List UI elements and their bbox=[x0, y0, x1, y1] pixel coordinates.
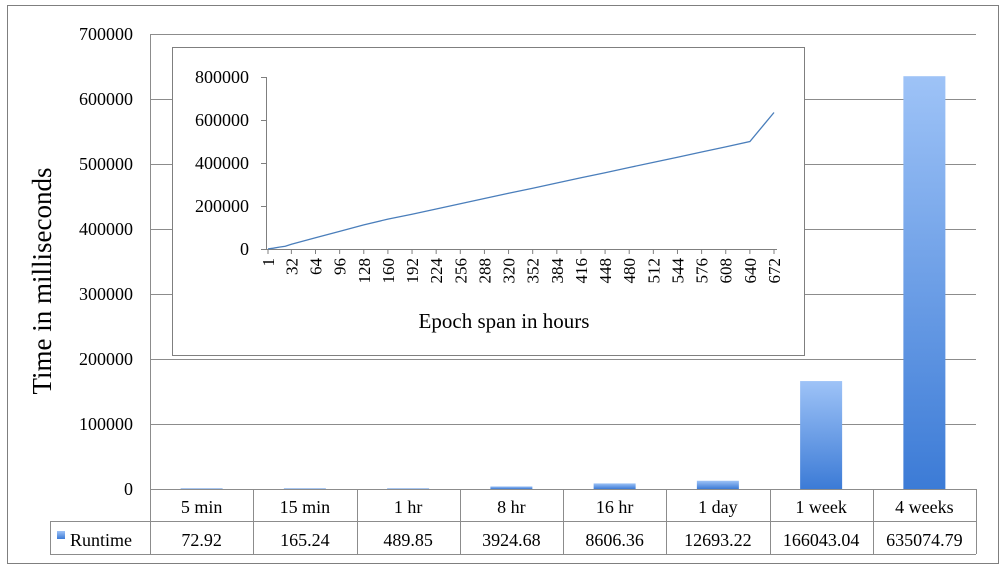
data-label-runtime: 8606.36 bbox=[585, 530, 644, 550]
bar-runtime bbox=[180, 488, 223, 489]
x-category-label: 5 min bbox=[181, 497, 223, 517]
bar-runtime bbox=[283, 488, 326, 489]
inset-y-tick-label: 0 bbox=[240, 239, 249, 259]
inset-x-tick-label: 672 bbox=[765, 258, 784, 284]
inset-x-tick-label: 64 bbox=[307, 258, 326, 276]
inset-x-tick-label: 288 bbox=[475, 258, 494, 284]
bar-runtime bbox=[490, 486, 533, 489]
data-table: 5 min 15 min 1 hr 8 hr 16 hr 1 day 1 week 4 wee… bbox=[50, 489, 977, 555]
y-tick-label: 500000 bbox=[79, 154, 133, 174]
data-label-runtime: 489.85 bbox=[383, 530, 433, 550]
data-label-runtime: 166043.04 bbox=[783, 530, 860, 550]
y-tick-label: 600000 bbox=[79, 89, 133, 109]
data-label-runtime: 72.92 bbox=[181, 530, 222, 550]
inset-x-tick-label: 1 bbox=[259, 258, 278, 267]
inset-x-tick-label: 224 bbox=[427, 258, 446, 284]
inset-x-tick-label: 480 bbox=[620, 258, 639, 284]
data-label-runtime: 165.24 bbox=[280, 530, 330, 550]
main-y-axis-ticks: 0 100000 200000 300000 400000 500000 600000 700… bbox=[79, 24, 133, 499]
x-category-label: 15 min bbox=[280, 497, 331, 517]
inset-x-tick-label: 192 bbox=[403, 258, 422, 284]
bar-runtime bbox=[696, 480, 739, 489]
inset-x-tick-label: 640 bbox=[741, 258, 760, 284]
legend-swatch-runtime bbox=[57, 531, 65, 539]
x-category-label: 8 hr bbox=[497, 497, 526, 517]
y-tick-label: 100000 bbox=[79, 414, 133, 434]
y-tick-label: 700000 bbox=[79, 24, 133, 44]
legend-label-runtime: Runtime bbox=[70, 530, 132, 550]
inset-x-tick-label: 256 bbox=[451, 258, 470, 284]
inset-line-runtime bbox=[267, 112, 775, 250]
inset-x-tick-label: 416 bbox=[572, 258, 591, 284]
inset-y-tick-label: 200000 bbox=[195, 196, 249, 216]
inset-y-tick-label: 400000 bbox=[195, 153, 249, 173]
inset-axes bbox=[266, 77, 777, 250]
inset-x-tick-label: 608 bbox=[717, 258, 736, 284]
x-category-label: 1 day bbox=[698, 497, 738, 517]
inset-x-tick-label: 320 bbox=[500, 258, 519, 284]
inset-x-tick-label: 512 bbox=[644, 258, 663, 284]
inset-x-tick-label: 96 bbox=[331, 258, 350, 275]
y-tick-label: 0 bbox=[124, 479, 133, 499]
bar-runtime bbox=[800, 381, 843, 489]
inset-x-tick-label: 128 bbox=[355, 258, 374, 284]
inset-x-axis-label: Epoch span in hours bbox=[419, 309, 590, 333]
data-label-runtime: 12693.22 bbox=[684, 530, 752, 550]
x-category-label: 4 weeks bbox=[895, 497, 953, 517]
inset-y-tick-label: 800000 bbox=[195, 67, 249, 87]
inset-y-tick-label: 600000 bbox=[195, 110, 249, 130]
bar-runtime bbox=[593, 483, 636, 489]
inset-x-tick-label: 160 bbox=[379, 258, 398, 284]
bar-runtime bbox=[387, 488, 430, 489]
x-category-label: 1 hr bbox=[394, 497, 423, 517]
inset-x-tick-label: 352 bbox=[524, 258, 543, 284]
x-category-label: 16 hr bbox=[596, 497, 634, 517]
inset-x-tick-label: 448 bbox=[596, 258, 615, 284]
inset-x-tick-label: 384 bbox=[548, 258, 567, 284]
data-label-runtime: 3924.68 bbox=[482, 530, 541, 550]
inset-y-axis-ticks: 0 200000 400000 600000 800000 bbox=[195, 67, 266, 259]
inset-x-tick-label: 32 bbox=[282, 258, 301, 275]
inset-line-series bbox=[267, 112, 775, 250]
y-tick-label: 200000 bbox=[79, 349, 133, 369]
y-tick-label: 400000 bbox=[79, 219, 133, 239]
x-category-label: 1 week bbox=[795, 497, 846, 517]
inset-x-tick-label: 544 bbox=[668, 258, 687, 284]
inset-chart-border bbox=[172, 47, 805, 356]
y-axis-label: Time in milliseconds bbox=[27, 167, 57, 394]
inset-x-axis-ticks: 1 32 64 96 128 160 192 224 256 288 320 352 384 416 448… bbox=[259, 249, 784, 284]
data-label-runtime: 635074.79 bbox=[886, 530, 963, 550]
inset-x-tick-label: 576 bbox=[693, 258, 712, 284]
bar-runtime bbox=[903, 76, 946, 489]
main-bars bbox=[180, 76, 946, 489]
y-tick-label: 300000 bbox=[79, 284, 133, 304]
